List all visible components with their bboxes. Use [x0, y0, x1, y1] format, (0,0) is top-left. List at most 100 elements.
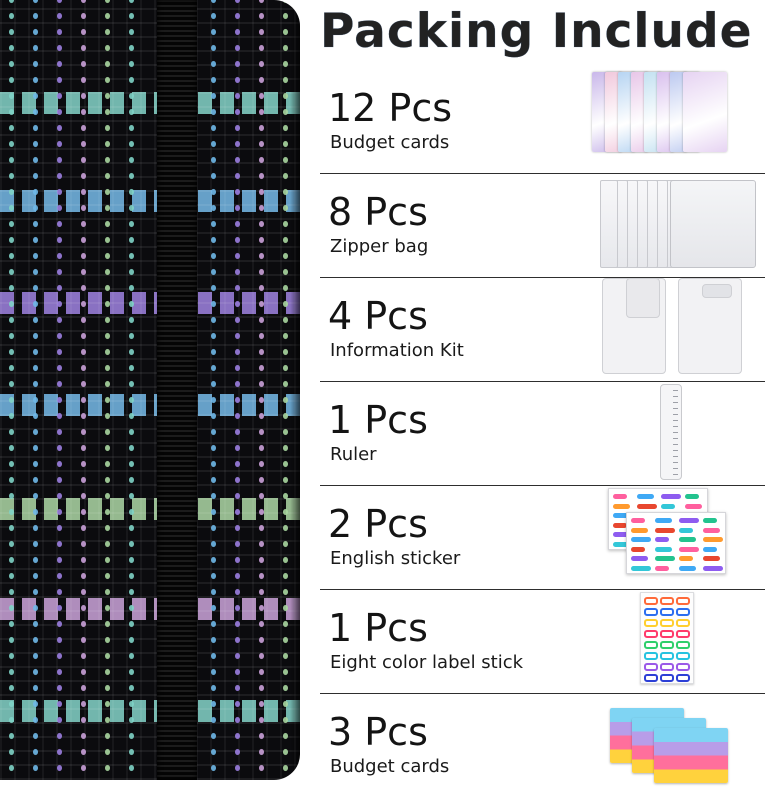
- color-label: [660, 597, 674, 605]
- color-label: [644, 608, 658, 616]
- color-label: [644, 619, 658, 627]
- item-quantity: 8 Pcs: [328, 190, 428, 234]
- binder-dot-column: [102, 0, 113, 780]
- item-name: Ruler: [330, 444, 377, 465]
- sticker-word: [655, 537, 669, 542]
- packing-list: 12 Pcs Budget cards 8 Pcs Zipper bag 4 P…: [320, 70, 765, 798]
- color-label: [676, 652, 690, 660]
- sticker-word: [613, 541, 633, 547]
- budget-cards-image: [592, 72, 727, 152]
- item-quantity: 3 Pcs: [328, 710, 428, 754]
- sticker-word: [679, 518, 699, 523]
- zipper-bag-sheet: [600, 180, 618, 268]
- item-name: English sticker: [330, 548, 461, 569]
- list-item: 4 Pcs Information Kit: [320, 278, 765, 382]
- list-item: 12 Pcs Budget cards: [320, 70, 765, 174]
- binder-dot-column: [6, 0, 17, 780]
- binder-color-band: [0, 394, 300, 416]
- color-label: [644, 641, 658, 649]
- sticker-word: [631, 537, 651, 542]
- binder-dot-column: [256, 0, 267, 780]
- item-quantity: 4 Pcs: [328, 294, 428, 338]
- sticker-word: [655, 518, 672, 523]
- sticker-word: [613, 513, 633, 518]
- list-item: 2 Pcs English sticker: [320, 486, 765, 590]
- zipper-bag-image: [600, 180, 760, 270]
- sticker-word: [631, 546, 645, 552]
- item-name: Zipper bag: [330, 236, 429, 257]
- sticker-word: [679, 556, 693, 561]
- sticker-word: [685, 494, 699, 499]
- sticker-word: [703, 537, 723, 542]
- color-label: [644, 630, 658, 638]
- color-label: [660, 652, 674, 660]
- sticker-sheet: [626, 512, 726, 574]
- binder-color-band: [0, 92, 300, 114]
- color-label: [676, 663, 690, 671]
- binder-edge-shadow: [290, 0, 300, 780]
- sticker-word: [661, 494, 681, 499]
- list-item: 3 Pcs Budget cards: [320, 694, 765, 798]
- color-label-sticker-image: [640, 592, 694, 684]
- sticker-word: [637, 494, 654, 499]
- page-title: Packing Include: [320, 4, 760, 64]
- english-sticker-image: [608, 488, 730, 578]
- sticker-word: [631, 556, 648, 561]
- sticker-word: [685, 503, 702, 509]
- sticker-word: [703, 527, 720, 533]
- sticker-word: [661, 503, 675, 509]
- sticker-word: [703, 518, 717, 523]
- sticker-word: [613, 503, 630, 509]
- binder-color-band: [0, 190, 300, 212]
- item-quantity: 1 Pcs: [328, 398, 428, 442]
- binder-photo: [0, 0, 300, 780]
- sticker-word: [631, 518, 645, 523]
- color-label: [660, 674, 674, 682]
- item-quantity: 2 Pcs: [328, 502, 428, 546]
- item-name: Information Kit: [330, 340, 464, 361]
- information-kit-image: [602, 278, 742, 374]
- color-label: [644, 663, 658, 671]
- budget-card: [683, 72, 727, 152]
- binder-dot-column: [54, 0, 65, 780]
- item-name: Budget cards: [330, 132, 450, 153]
- color-label: [676, 641, 690, 649]
- item-name: Budget cards: [330, 756, 450, 777]
- budget-cards-image: [610, 708, 730, 798]
- sticker-word: [631, 527, 648, 533]
- binder-zipper: [157, 0, 197, 780]
- binder-dot-column: [232, 0, 243, 780]
- ruler-image: [660, 384, 682, 480]
- color-label: [676, 597, 690, 605]
- color-label: [676, 674, 690, 682]
- binder-color-band: [0, 700, 300, 722]
- color-label: [644, 674, 658, 682]
- color-label: [676, 608, 690, 616]
- item-quantity: 12 Pcs: [328, 86, 453, 130]
- binder-color-band: [0, 598, 300, 620]
- sticker-word: [655, 556, 675, 561]
- list-item: 1 Pcs Eight color label stick: [320, 590, 765, 694]
- item-name: Eight color label stick: [330, 652, 524, 673]
- sticker-word: [703, 546, 717, 552]
- sticker-word: [655, 527, 675, 533]
- sticker-word: [613, 522, 627, 528]
- color-label: [676, 619, 690, 627]
- sticker-word: [637, 503, 657, 509]
- sticker-word: [613, 532, 630, 537]
- color-label: [660, 630, 674, 638]
- sticker-word: [679, 546, 699, 552]
- color-label: [660, 641, 674, 649]
- color-label: [660, 619, 674, 627]
- color-label: [644, 652, 658, 660]
- sticker-word: [631, 565, 651, 571]
- color-label: [676, 630, 690, 638]
- color-label: [660, 663, 674, 671]
- sticker-word: [703, 556, 720, 561]
- list-item: 1 Pcs Ruler: [320, 382, 765, 486]
- sticker-word: [655, 546, 672, 552]
- color-label: [644, 597, 658, 605]
- sticker-word: [679, 565, 696, 571]
- binder-dot-column: [280, 0, 291, 780]
- sticker-word: [655, 565, 669, 571]
